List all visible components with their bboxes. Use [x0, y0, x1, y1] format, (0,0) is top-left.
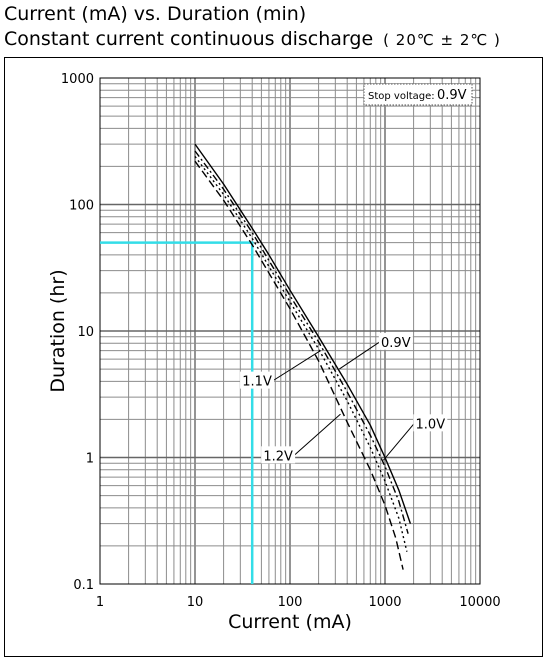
series-line-0-9v	[194, 143, 412, 524]
annotation-label-bg	[413, 414, 448, 432]
highlight-line	[100, 241, 254, 584]
chart-frame	[4, 57, 543, 657]
annotation-label-bg	[378, 332, 413, 350]
legend-box	[363, 83, 473, 106]
x-tick-label: 10000	[459, 595, 500, 610]
series-line-1-0v	[194, 150, 409, 534]
annotation-label-bg	[240, 371, 275, 389]
annotation-label: 1.1V	[242, 375, 272, 390]
series-line-1-1v	[194, 155, 408, 552]
annotation-leader	[272, 350, 321, 382]
plot-border	[99, 77, 481, 585]
series-line-1-2v	[194, 160, 404, 570]
x-tick-label: 10	[187, 595, 204, 610]
annotation-leader	[293, 413, 341, 456]
y-tick-label: 100	[69, 199, 94, 214]
y-tick-label: 10	[77, 325, 94, 340]
legend-label: Stop voltage:	[368, 91, 435, 102]
y-axis-label: Duration (hr)	[47, 269, 69, 392]
legend: Stop voltage: 0.9V	[363, 83, 473, 106]
temperature-condition: ( 20℃ ± 2℃ )	[383, 31, 501, 49]
annotations: 0.9V 1.0V 1.1V 1.2V	[240, 332, 448, 464]
chart-subtitle: Constant current continuous discharge ( 2…	[4, 30, 501, 49]
annotation-leader	[382, 423, 415, 461]
y-tick-label: 1000	[61, 72, 94, 87]
annotation-leader	[338, 341, 381, 370]
x-tick-label: 100	[278, 595, 303, 610]
x-tick-label: 1	[96, 595, 104, 610]
annotation-label: 1.2V	[263, 449, 293, 464]
annotation-label: 0.9V	[381, 336, 411, 351]
subtitle-text: Constant current continuous discharge	[4, 28, 374, 50]
chart-title: Current (mA) vs. Duration (min)	[4, 3, 307, 25]
legend-value: 0.9V	[437, 88, 467, 103]
annotation-label-bg	[261, 446, 296, 464]
highlight-guide	[100, 241, 254, 584]
series-lines	[194, 143, 412, 570]
y-tick-label: 0.1	[73, 578, 94, 593]
grid	[100, 78, 480, 584]
annotation-label: 1.0V	[416, 417, 446, 432]
x-axis-label: Current (mA)	[228, 611, 352, 633]
x-tick-label: 1000	[368, 595, 401, 610]
y-tick-label: 1	[86, 452, 94, 467]
